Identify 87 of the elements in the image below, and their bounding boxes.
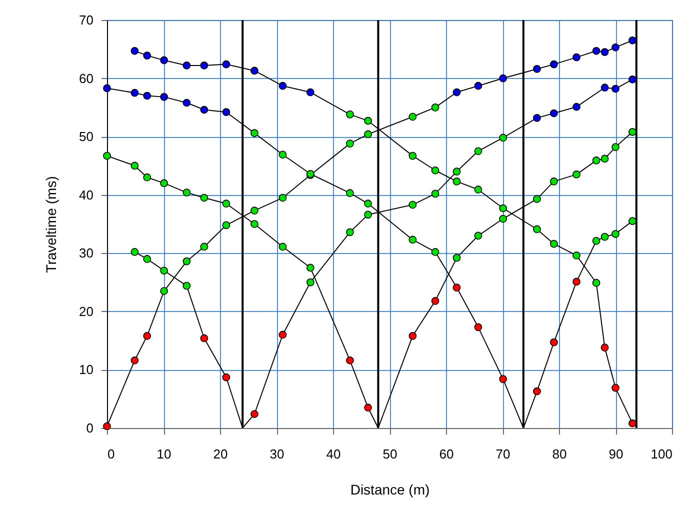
y-tick-label: 20 bbox=[79, 304, 94, 319]
point bbox=[250, 220, 258, 228]
point bbox=[452, 254, 461, 262]
point bbox=[474, 323, 482, 332]
point bbox=[572, 252, 580, 260]
point bbox=[612, 384, 620, 392]
point bbox=[452, 168, 461, 176]
point bbox=[592, 236, 600, 245]
point bbox=[628, 419, 636, 428]
point bbox=[143, 255, 152, 263]
point bbox=[600, 232, 609, 241]
point bbox=[592, 278, 600, 287]
x-tick-label: 60 bbox=[439, 446, 454, 462]
y-tick-label: 60 bbox=[79, 70, 94, 86]
x-axis-title: Distance (m) bbox=[350, 482, 430, 498]
point bbox=[474, 232, 482, 240]
point bbox=[600, 154, 609, 163]
point bbox=[572, 278, 580, 286]
point bbox=[250, 410, 258, 418]
point bbox=[600, 344, 609, 352]
point bbox=[452, 284, 461, 292]
x-tick-label: 10 bbox=[156, 446, 172, 462]
y-tick-label: 10 bbox=[79, 362, 94, 378]
point bbox=[346, 110, 354, 118]
x-tick-label: 80 bbox=[552, 446, 567, 462]
x-tick-label: 90 bbox=[608, 446, 624, 462]
point bbox=[103, 152, 111, 160]
point bbox=[533, 195, 541, 203]
point bbox=[364, 404, 372, 412]
point bbox=[550, 178, 558, 186]
point bbox=[572, 170, 580, 178]
point bbox=[628, 217, 636, 226]
point bbox=[278, 242, 287, 251]
point bbox=[431, 166, 440, 174]
point bbox=[550, 338, 558, 346]
point bbox=[474, 147, 482, 156]
point bbox=[222, 373, 230, 382]
y-tick-label: 40 bbox=[79, 187, 94, 202]
point bbox=[182, 188, 191, 196]
point bbox=[592, 156, 600, 164]
point bbox=[364, 116, 372, 125]
point bbox=[306, 264, 314, 272]
point bbox=[143, 332, 152, 340]
point bbox=[550, 240, 558, 248]
point bbox=[408, 332, 417, 340]
point bbox=[182, 282, 191, 290]
point bbox=[346, 356, 354, 364]
point bbox=[499, 375, 507, 383]
y-axis-title: Traveltime (ms) bbox=[43, 176, 60, 273]
point bbox=[499, 134, 507, 142]
point bbox=[612, 230, 620, 238]
x-tick-label: 70 bbox=[496, 446, 510, 462]
x-tick-label: 20 bbox=[213, 446, 228, 462]
x-tick-label: 0 bbox=[108, 446, 115, 462]
point bbox=[200, 194, 208, 202]
point bbox=[143, 173, 152, 182]
y-tick-label: 70 bbox=[79, 12, 94, 28]
point bbox=[160, 266, 168, 275]
point bbox=[364, 210, 372, 219]
point bbox=[222, 200, 230, 208]
point bbox=[533, 225, 541, 234]
point bbox=[452, 178, 461, 186]
point bbox=[346, 228, 354, 236]
point bbox=[499, 214, 507, 223]
x-tick-label: 50 bbox=[382, 446, 398, 462]
point bbox=[306, 278, 314, 286]
point bbox=[431, 297, 440, 305]
x-tick-label: 40 bbox=[326, 446, 341, 462]
point bbox=[408, 152, 417, 160]
x-tick-label: 100 bbox=[650, 446, 672, 462]
point bbox=[431, 190, 440, 198]
point bbox=[408, 200, 417, 209]
x-tick-label: 30 bbox=[270, 446, 284, 462]
point bbox=[628, 128, 636, 136]
y-tick-label: 30 bbox=[79, 246, 94, 261]
point bbox=[160, 179, 168, 188]
point bbox=[533, 387, 541, 396]
point bbox=[200, 334, 208, 342]
point bbox=[278, 330, 287, 339]
point bbox=[612, 143, 620, 151]
point bbox=[499, 204, 507, 212]
point bbox=[130, 356, 139, 364]
y-tick-label: 0 bbox=[86, 420, 94, 436]
point bbox=[130, 162, 139, 170]
y-tick-label: 50 bbox=[79, 129, 94, 144]
point bbox=[474, 186, 482, 194]
point bbox=[130, 248, 139, 256]
